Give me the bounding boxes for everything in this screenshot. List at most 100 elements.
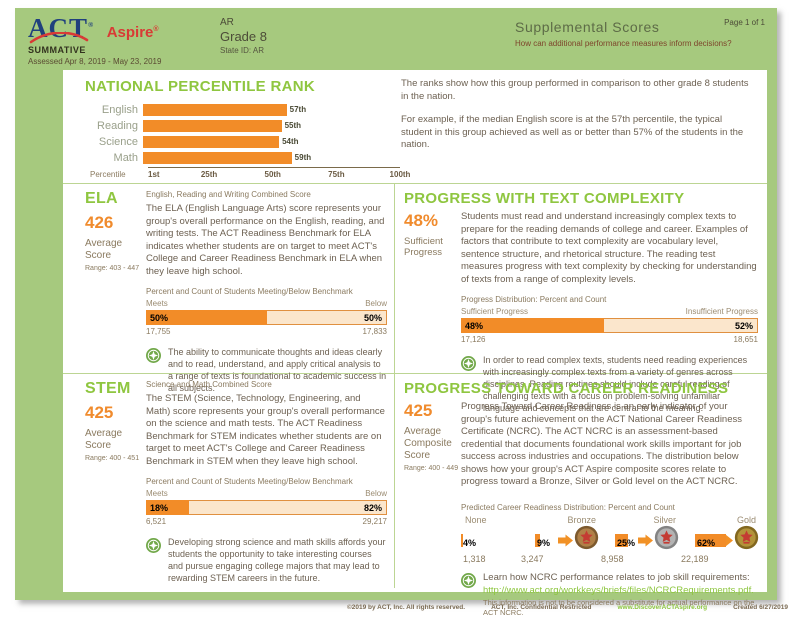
org-info: AR Grade 8 State ID: AR xyxy=(220,17,267,55)
career-level-label: Gold xyxy=(736,514,756,525)
npr-value-label: 54th xyxy=(282,137,299,146)
ela-note: The ability to communicate thoughts and … xyxy=(146,347,387,395)
tc-left-bar: 48% xyxy=(461,318,604,334)
logo-swoosh-icon xyxy=(29,32,89,44)
ela-score-column: ELA 426 Average Score Range: 403 - 447 xyxy=(85,190,146,395)
stem-score-column: STEM 425 Average Score Range: 400 - 451 xyxy=(85,380,146,585)
career-level-none: None 4% 1,318 xyxy=(461,515,519,564)
ela-benchmark-block: Percent and Count of Students Meeting/Be… xyxy=(146,287,387,336)
npr-axis-tick: 75th xyxy=(328,170,345,179)
bronze-medal-icon xyxy=(574,525,599,555)
career-level-percent: 62% xyxy=(697,538,716,549)
tc-progress-bar: 48% 52% xyxy=(461,318,758,334)
career-paragraph: Progress Toward Career Readiness is an e… xyxy=(461,401,742,488)
career-level-percent: 25% xyxy=(617,538,636,549)
career-score-column: 425 Average Composite Score Range: 400 -… xyxy=(404,401,461,489)
state-id: State ID: AR xyxy=(220,46,265,55)
career-level-count: 8,958 xyxy=(601,553,624,564)
note-flower-icon xyxy=(461,356,476,414)
arrow-right-icon xyxy=(638,533,653,548)
report-document: ACT® Aspire® SUMMATIVE Assessed Apr 8, 2… xyxy=(15,8,777,617)
text-complexity-paragraph: Students must read and understand increa… xyxy=(461,211,757,285)
career-note: Learn how NCRC performance relates to jo… xyxy=(461,572,760,618)
arrow-right-icon xyxy=(558,533,573,548)
ela-meets-label: Meets xyxy=(146,299,168,309)
npr-paragraph-1: The ranks show how this group performed … xyxy=(401,78,749,102)
stem-title: STEM xyxy=(85,380,131,397)
ela-below-bar: 50% xyxy=(266,310,387,326)
stem-score-label: Average Score xyxy=(85,428,123,451)
npr-title: NATIONAL PERCENTILE RANK xyxy=(85,78,315,95)
stem-meets-bar: 18% xyxy=(146,500,190,516)
ncrc-requirements-link[interactable]: http://www.act.org/workkeys/briefs/files… xyxy=(483,585,754,597)
stem-meets-label: Meets xyxy=(146,489,168,499)
text-complexity-bar-title: Progress Distribution: Percent and Count xyxy=(461,295,607,305)
npr-paragraph-2: For example, if the median English score… xyxy=(401,114,744,151)
stem-subtitle: Science and Math Combined Score xyxy=(146,380,272,389)
npr-category-label: Reading xyxy=(97,119,138,132)
npr-axis-label: Percentile xyxy=(90,170,126,179)
career-score-range: Range: 400 - 449 xyxy=(404,465,459,472)
content-panel: NATIONAL PERCENTILE RANK English 57th Read… xyxy=(63,70,767,617)
page-number: Page 1 of 1 xyxy=(724,18,765,27)
page-footer: ©2019 by ACT, Inc. All rights reserved. … xyxy=(347,604,788,611)
npr-axis-tick: 1st xyxy=(148,170,160,179)
career-level-label: Bronze xyxy=(567,514,596,525)
divider-horizontal-1 xyxy=(63,183,767,184)
npr-chart-rows: English 57th Reading 55th Science 54th Math 59t… xyxy=(85,103,400,164)
divider-horizontal-2 xyxy=(63,373,767,374)
career-title: PROGRESS TOWARD CAREER READINESS xyxy=(404,380,729,397)
text-complexity-section: PROGRESS WITH TEXT COMPLEXITY 48% Suffic… xyxy=(404,190,758,415)
stem-benchmark-block: Percent and Count of Students Meeting/Be… xyxy=(146,477,387,526)
career-level-percent: 4% xyxy=(463,538,477,549)
career-level-count: 1,318 xyxy=(463,553,486,564)
text-complexity-bar-block: Progress Distribution: Percent and Count… xyxy=(461,295,758,344)
ela-score-range: Range: 403 - 447 xyxy=(85,265,140,272)
career-level-silver: Silver 25% 8,958 xyxy=(599,515,679,564)
npr-value-label: 59th xyxy=(294,153,312,162)
npr-value-label: 55th xyxy=(284,121,302,130)
report-subtitle: How can additional performance measures … xyxy=(515,39,732,48)
aspire-logo-text: Aspire® xyxy=(106,24,159,41)
ela-subtitle: English, Reading and Writing Combined Sc… xyxy=(146,190,311,199)
npr-bar-row: Science 54th xyxy=(85,135,400,148)
npr-value-label: 57th xyxy=(289,105,307,114)
ela-score-label: Average Score xyxy=(85,238,123,261)
org-name: AR xyxy=(220,17,234,28)
career-level-gold: Gold 62% 22,189 xyxy=(679,515,759,564)
footer-copyright: ©2019 by ACT, Inc. All rights reserved. xyxy=(346,604,466,611)
career-level-count: 22,189 xyxy=(681,553,709,564)
assessed-dates: Assessed Apr 8, 2019 - May 23, 2019 xyxy=(28,57,162,66)
stem-paragraph: The STEM (Science, Technology, Engineeri… xyxy=(146,393,385,467)
divider-vertical xyxy=(394,183,395,588)
npr-category-label: Math xyxy=(113,151,138,164)
stem-note: Developing strong science and math skill… xyxy=(146,537,387,585)
text-complexity-title: PROGRESS WITH TEXT COMPLEXITY xyxy=(404,190,685,207)
stem-below-label: Below xyxy=(365,489,387,499)
npr-bar xyxy=(143,135,280,148)
ela-section: ELA 426 Average Score Range: 403 - 447 E… xyxy=(85,190,387,395)
ela-meets-count: 17,755 xyxy=(146,327,171,337)
career-content: Progress Toward Career Readiness is an e… xyxy=(461,401,760,489)
npr-description: The ranks show how this group performed … xyxy=(401,78,755,152)
npr-axis-tick: 25th xyxy=(200,170,218,179)
career-mini-bar xyxy=(535,534,540,548)
summative-label: SUMMATIVE xyxy=(28,45,86,55)
footer-website-link[interactable]: www.DiscoverACTAspire.org xyxy=(617,604,708,611)
note-flower-icon xyxy=(461,572,476,618)
npr-chart: English 57th Reading 55th Science 54th Math 59t… xyxy=(85,103,410,182)
report-title: Supplemental Scores xyxy=(515,19,660,35)
career-note-line1: Learn how NCRC performance relates to jo… xyxy=(483,571,750,583)
npr-axis-line xyxy=(148,167,400,168)
silver-medal-icon xyxy=(654,525,679,555)
text-complexity-note-text: In order to read complex texts, students… xyxy=(483,355,748,413)
note-flower-icon xyxy=(146,538,161,585)
npr-category-label: Science xyxy=(98,135,138,148)
ela-bar-title: Percent and Count of Students Meeting/Be… xyxy=(146,287,353,297)
stem-content: Science and Math Combined Score The STEM… xyxy=(146,380,387,585)
stem-below-bar: 82% xyxy=(189,500,387,516)
npr-bar-row: English 57th xyxy=(85,103,400,116)
career-score: 425 xyxy=(404,401,433,420)
career-distribution: Predicted Career Readiness Distribution:… xyxy=(461,503,760,564)
